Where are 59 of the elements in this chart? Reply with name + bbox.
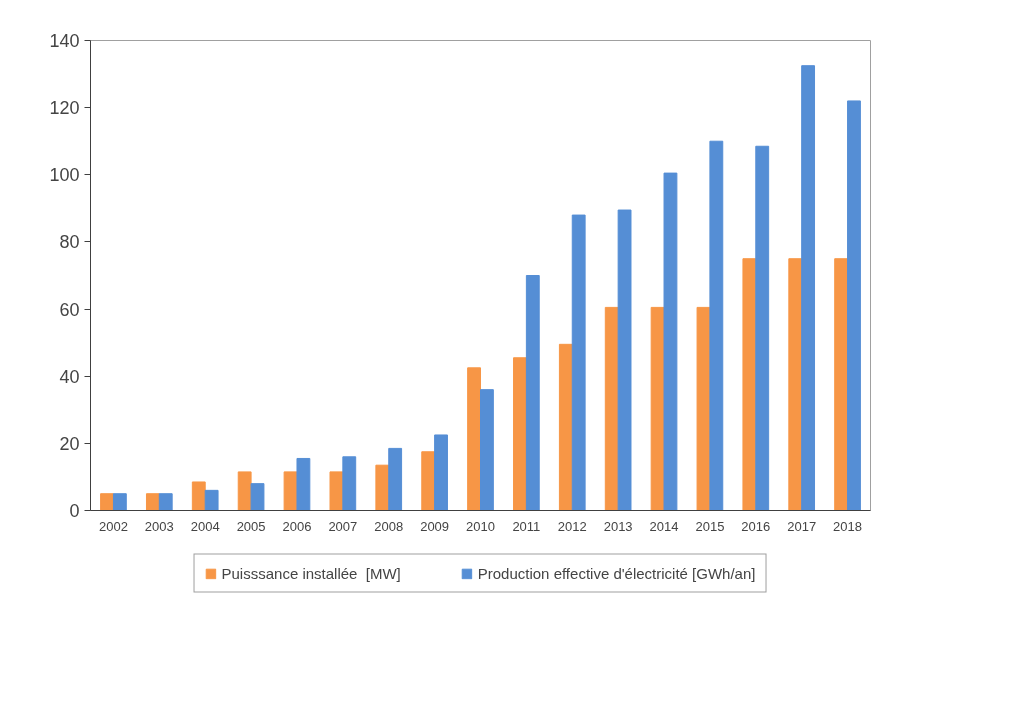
legend-label: Puisssance installée [MW] <box>221 564 401 582</box>
bar <box>847 100 861 511</box>
bar <box>801 65 816 511</box>
x-tick-label: 2006 <box>282 518 312 534</box>
legend-label: Production effective d'électricité [GWh/an] <box>477 564 756 582</box>
bar <box>434 434 448 511</box>
x-tick-label: 2002 <box>98 518 128 534</box>
bar <box>480 389 494 511</box>
bar <box>237 471 252 511</box>
bar <box>296 457 311 511</box>
x-tick-label: 2015 <box>695 518 725 534</box>
y-tick-label: 140 <box>49 31 80 51</box>
y-tick-label: 100 <box>49 165 80 186</box>
bar <box>112 493 127 511</box>
y-tick-label: 120 <box>49 98 80 119</box>
bar <box>525 275 540 511</box>
bar <box>467 367 481 511</box>
x-tick-label: 2009 <box>420 518 450 534</box>
bar <box>663 172 678 511</box>
x-tick-label: 2003 <box>144 518 174 534</box>
bar <box>388 447 403 511</box>
bar <box>709 140 724 511</box>
bar <box>204 489 219 511</box>
bar <box>283 471 298 511</box>
y-tick-label: 20 <box>59 433 80 454</box>
bar <box>617 209 632 511</box>
x-tick-label: 2016 <box>741 518 771 534</box>
bar <box>513 357 527 511</box>
bar <box>755 145 770 511</box>
x-tick-label: 2007 <box>328 518 358 534</box>
y-tick-label: 40 <box>59 366 80 387</box>
bar <box>421 451 436 511</box>
bar <box>742 258 757 511</box>
bar <box>191 481 206 511</box>
x-tick-label: 2011 <box>512 518 541 534</box>
bar <box>158 493 173 511</box>
x-tick-label: 2010 <box>466 518 495 534</box>
bar <box>558 343 573 511</box>
x-tick-label: 2005 <box>236 518 266 534</box>
bar <box>329 471 344 511</box>
x-tick-label: 2017 <box>787 518 817 534</box>
bar <box>250 483 265 511</box>
bar <box>145 493 160 511</box>
x-tick-label: 2008 <box>374 518 404 534</box>
x-tick-label: 2012 <box>557 518 587 534</box>
x-tick-label: 2004 <box>190 518 220 534</box>
y-tick-label: 60 <box>59 299 80 320</box>
y-tick-label: 0 <box>69 501 80 521</box>
y-tick-label: 80 <box>59 232 80 253</box>
x-tick-label: 2014 <box>649 518 679 534</box>
x-tick-label: 2018 <box>833 518 863 534</box>
bar <box>696 306 711 511</box>
bar <box>834 258 849 511</box>
x-tick-label: 2013 <box>603 518 633 534</box>
bar <box>375 464 390 511</box>
bar <box>571 214 586 511</box>
bar <box>100 493 114 511</box>
bar <box>788 258 803 511</box>
bar <box>342 456 357 511</box>
